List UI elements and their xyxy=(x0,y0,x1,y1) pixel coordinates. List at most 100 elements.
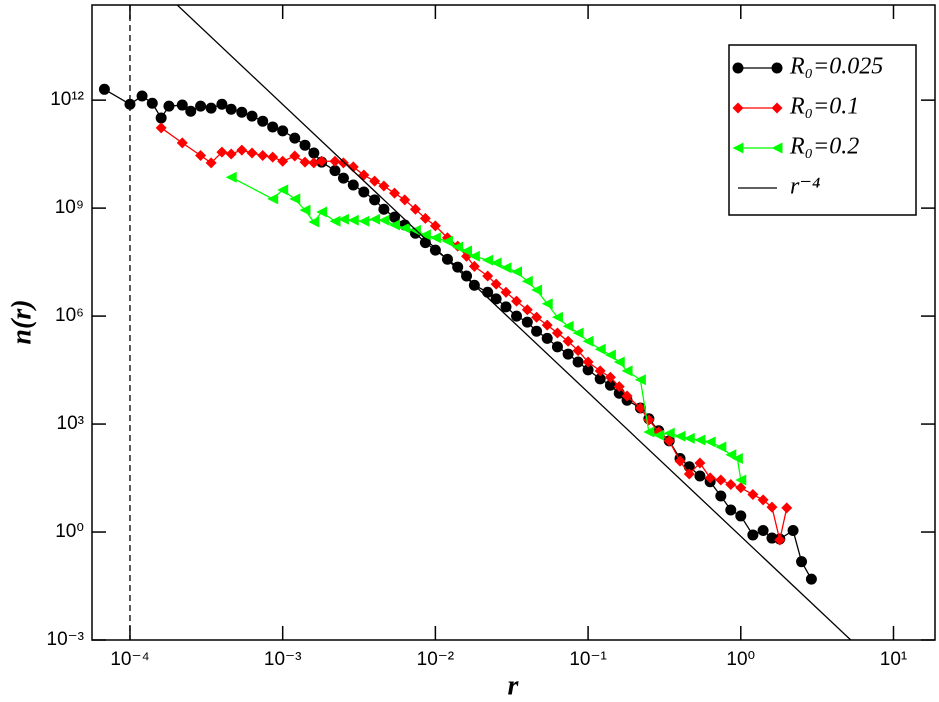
marker xyxy=(378,214,390,226)
marker xyxy=(358,215,370,227)
marker xyxy=(289,150,301,162)
marker xyxy=(369,175,381,187)
marker xyxy=(98,83,110,95)
marker xyxy=(337,172,349,184)
marker xyxy=(490,257,502,269)
marker xyxy=(369,213,381,225)
marker xyxy=(521,316,533,328)
marker xyxy=(389,187,401,199)
y-tick-label: 10¹² xyxy=(50,89,84,110)
marker xyxy=(674,455,686,467)
marker xyxy=(146,97,158,109)
marker xyxy=(267,193,279,205)
x-tick-label: 10⁻³ xyxy=(264,649,302,670)
plot-frame xyxy=(91,4,936,641)
marker xyxy=(781,502,793,514)
marker xyxy=(725,449,737,461)
marker xyxy=(715,490,727,502)
marker xyxy=(216,98,228,110)
marker xyxy=(663,435,675,447)
series-line xyxy=(230,176,742,481)
marker xyxy=(621,390,633,402)
legend-label: r⁻⁴ xyxy=(790,174,820,200)
marker xyxy=(176,137,188,149)
marker xyxy=(582,364,594,376)
marker xyxy=(316,206,328,218)
marker xyxy=(329,155,341,167)
marker xyxy=(796,556,808,568)
marker xyxy=(289,132,301,144)
x-tick-label: 10⁻¹ xyxy=(569,649,607,670)
marker xyxy=(185,105,197,117)
marker xyxy=(562,320,574,332)
marker xyxy=(500,286,512,298)
y-tick-label: 10³ xyxy=(57,413,84,434)
marker xyxy=(531,325,543,337)
marker xyxy=(766,501,778,513)
marker xyxy=(277,125,289,137)
marker xyxy=(787,525,799,537)
marker xyxy=(468,250,480,262)
marker xyxy=(674,430,686,442)
marker xyxy=(521,304,533,316)
marker xyxy=(195,100,207,112)
y-tick-label: 10⁻³ xyxy=(47,629,85,650)
y-tick-label: 10⁶ xyxy=(55,305,84,326)
marker xyxy=(358,169,370,181)
marker xyxy=(461,250,473,262)
marker xyxy=(236,144,248,156)
marker xyxy=(337,157,349,169)
marker xyxy=(511,310,523,322)
marker xyxy=(289,193,301,205)
marker xyxy=(490,293,502,305)
marker xyxy=(124,98,136,110)
marker xyxy=(452,261,464,273)
x-tick-label: 10⁰ xyxy=(726,649,755,670)
y-tick-label: 10⁰ xyxy=(55,521,84,542)
marker xyxy=(225,148,237,160)
marker xyxy=(582,335,594,347)
marker xyxy=(725,478,737,490)
marker xyxy=(399,222,411,234)
marker xyxy=(429,220,441,232)
marker xyxy=(572,345,584,357)
marker xyxy=(771,102,783,114)
marker xyxy=(419,212,431,224)
marker xyxy=(572,327,584,339)
marker xyxy=(551,341,563,353)
marker xyxy=(663,427,675,439)
marker xyxy=(735,510,747,522)
marker xyxy=(715,474,727,486)
marker xyxy=(136,90,148,102)
marker xyxy=(732,142,744,154)
marker xyxy=(694,434,706,446)
marker xyxy=(329,215,341,227)
marker xyxy=(500,262,512,274)
marker xyxy=(594,373,606,385)
marker xyxy=(551,327,563,339)
marker xyxy=(521,275,533,287)
marker xyxy=(277,155,289,167)
marker xyxy=(694,457,706,469)
marker xyxy=(267,121,279,133)
marker xyxy=(732,102,744,114)
marker xyxy=(337,213,349,225)
marker xyxy=(308,216,320,228)
marker xyxy=(429,244,441,256)
marker xyxy=(731,453,743,465)
marker xyxy=(594,343,606,355)
marker xyxy=(195,149,207,161)
marker xyxy=(369,194,381,206)
marker xyxy=(562,348,574,360)
marker xyxy=(257,149,269,161)
marker xyxy=(572,356,584,368)
marker xyxy=(634,374,646,386)
marker xyxy=(613,356,625,368)
marker xyxy=(277,184,289,196)
marker xyxy=(389,219,401,231)
plot-area xyxy=(98,5,852,640)
marker xyxy=(771,62,783,74)
marker xyxy=(621,365,633,377)
marker xyxy=(715,441,727,453)
